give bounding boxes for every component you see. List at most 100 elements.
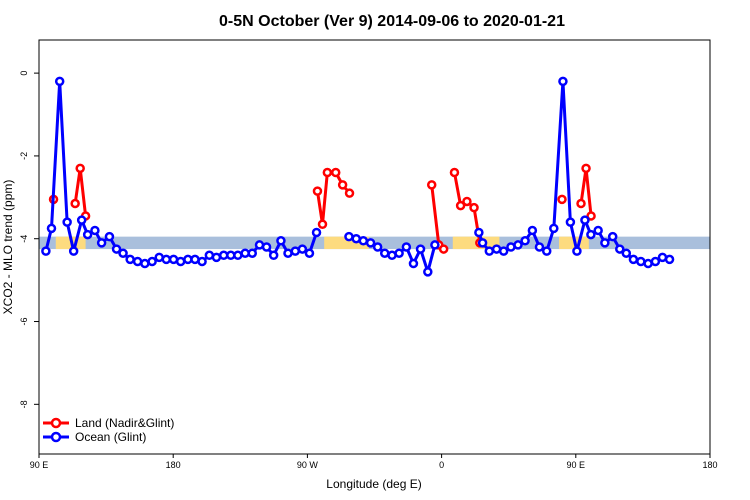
series-1-point-0-1	[46, 223, 57, 234]
series-1-point-2-19	[607, 231, 618, 242]
series-1-point-2-17	[593, 225, 603, 236]
series-0-line-6	[579, 166, 593, 217]
series-1-point-0-17	[161, 254, 172, 265]
series-1-point-2-16	[586, 229, 596, 240]
series-1-point-0-14	[140, 258, 150, 269]
y-tick-label-1: -2	[19, 152, 29, 160]
series-0-point-6-2	[586, 211, 596, 221]
series-0-point-1-0	[70, 198, 80, 209]
series-0-point-2-3	[330, 167, 341, 178]
series-1-point-0-31	[261, 242, 272, 252]
series-0-point-3-2	[438, 244, 449, 254]
series-1-point-1-9	[408, 258, 419, 269]
series-0-point-4-1	[455, 200, 466, 211]
series-1	[41, 76, 675, 277]
series-1-point-1-5	[380, 248, 390, 258]
series-1-point-0-8	[96, 238, 107, 248]
series-1-point-2-11	[549, 223, 559, 234]
legend-label-0: Land (Nadir&Glint)	[75, 416, 174, 430]
series-1-point-0-11	[118, 248, 128, 258]
x-tick-label-4: 90 E	[567, 460, 586, 470]
series-1-point-2-24	[643, 258, 653, 269]
series-1-point-0-22	[197, 256, 207, 267]
series-1-point-0-13	[132, 256, 143, 267]
x-tick-label-0: 90 E	[30, 460, 49, 470]
series-0-point-2-1	[317, 219, 328, 229]
series-0-point-5-0	[557, 194, 567, 205]
series-0-point-6-0	[576, 198, 586, 209]
series-1-point-0-0	[41, 246, 51, 256]
series-1-point-0-32	[268, 250, 279, 261]
legend-swatch-marker-1	[50, 431, 62, 443]
series-1-point-2-8	[527, 225, 538, 236]
series-1-point-1-8	[401, 242, 412, 252]
series-1-point-2-6	[513, 240, 523, 250]
legend: Land (Nadir&Glint)Ocean (Glint)	[43, 416, 174, 444]
series-1-point-0-29	[247, 248, 257, 258]
series-1-point-0-9	[104, 231, 115, 242]
series-1-point-0-5	[76, 215, 87, 225]
legend-label-1: Ocean (Glint)	[75, 430, 146, 444]
series-1-point-2-10	[541, 246, 552, 256]
series-0-point-2-0	[312, 186, 323, 196]
series-1-point-0-33	[276, 236, 286, 246]
series-0-point-4-2	[462, 196, 472, 207]
series-1-point-0-12	[125, 254, 135, 265]
series-1-point-2-27	[664, 254, 675, 265]
series-1-point-0-10	[111, 244, 122, 254]
series-0-point-4-0	[449, 167, 460, 178]
series-1-point-2-25	[650, 256, 661, 267]
y-axis-label: XCO2 - MLO trend (ppm)	[1, 180, 15, 315]
series-1-point-0-6	[82, 229, 93, 240]
series-1-point-2-7	[520, 236, 530, 246]
x-axis-ticks: 90 E 180 90 W 0 90 E 180	[30, 454, 718, 470]
series-1-point-2-0	[474, 227, 484, 238]
series-0-point-4-3	[469, 202, 479, 213]
series-1-point-1-4	[372, 242, 383, 252]
x-tick-label-1: 180	[166, 460, 181, 470]
series-1-point-2-9	[534, 242, 545, 252]
series-1-point-2-20	[615, 244, 625, 254]
series-1-point-2-18	[600, 238, 610, 248]
series-1-point-0-2	[54, 76, 65, 87]
series-1-point-1-2	[358, 236, 369, 246]
series-1-point-0-37	[304, 248, 315, 258]
x-axis-label: Longitude (deg E)	[326, 477, 421, 491]
series-1-point-1-12	[430, 240, 440, 250]
series-1-point-2-22	[628, 254, 639, 265]
series-0-point-6-1	[581, 163, 591, 174]
series-1-point-0-3	[62, 217, 72, 227]
series-1-point-0-36	[297, 244, 308, 254]
series-0-point-2-5	[344, 188, 355, 198]
series-1-point-2-21	[621, 248, 632, 258]
series-0-point-2-4	[337, 180, 348, 190]
series-layer	[41, 76, 675, 277]
y-tick-label-0: 0	[19, 71, 29, 76]
series-0-point-2-2	[322, 167, 333, 178]
chart-title: 0-5N October (Ver 9) 2014-09-06 to 2020-…	[219, 13, 565, 30]
series-1-point-2-1	[477, 238, 488, 248]
y-tick-label-3: -6	[19, 318, 29, 326]
series-1-point-2-12	[558, 76, 568, 87]
x-tick-label-2: 90 W	[297, 460, 319, 470]
y-tick-label-2: -4	[19, 235, 29, 243]
series-1-line-2	[477, 79, 670, 266]
series-1-point-2-4	[498, 246, 509, 256]
series-1-point-0-4	[68, 246, 79, 256]
legend-swatch-marker-0	[50, 417, 62, 429]
series-1-point-2-14	[572, 246, 582, 256]
x-tick-label-3: 0	[439, 460, 444, 470]
series-1-point-1-10	[415, 244, 426, 254]
series-1-point-0-15	[147, 256, 157, 267]
series-1-point-2-2	[484, 246, 495, 256]
series-0-line-2	[315, 170, 351, 226]
series-1-point-1-11	[423, 267, 433, 277]
series-1-point-2-23	[636, 256, 646, 267]
plot-frame	[38, 39, 711, 455]
series-1-point-1-7	[394, 248, 404, 258]
series-1-point-0-38	[311, 227, 322, 238]
series-1-point-0-34	[283, 248, 293, 258]
series-1-point-0-7	[90, 225, 100, 236]
series-1-point-2-13	[565, 217, 576, 227]
y-tick-label-4: -8	[19, 400, 29, 408]
